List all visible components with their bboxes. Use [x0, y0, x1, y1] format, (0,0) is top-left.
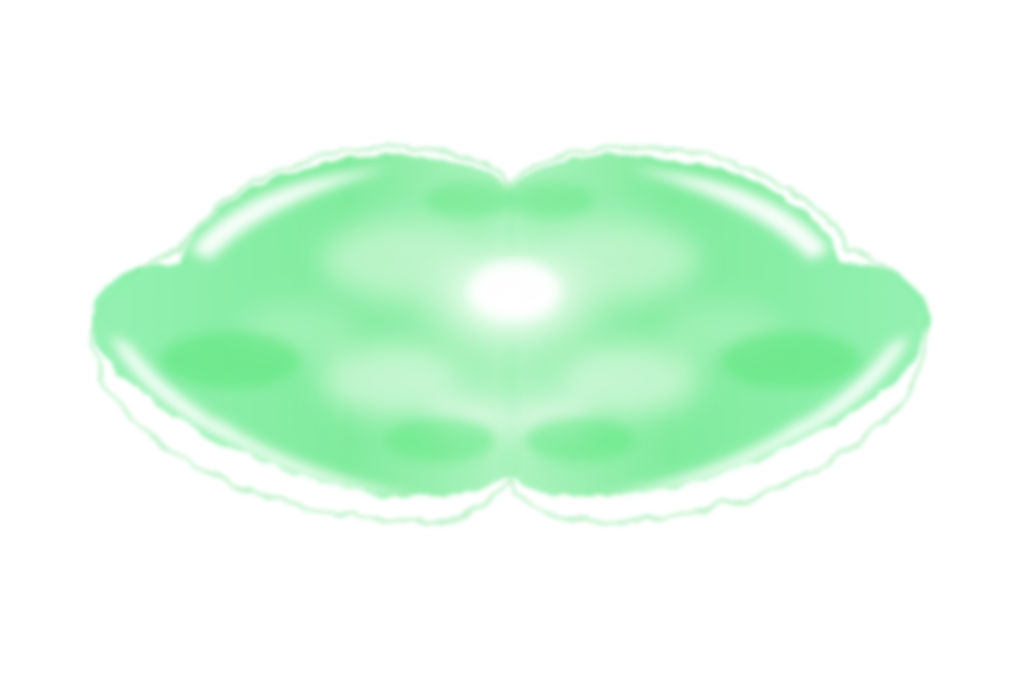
white-streaks [110, 168, 910, 498]
center-glow [402, 225, 622, 365]
outer-rim [91, 145, 929, 524]
green-accents [160, 182, 860, 462]
